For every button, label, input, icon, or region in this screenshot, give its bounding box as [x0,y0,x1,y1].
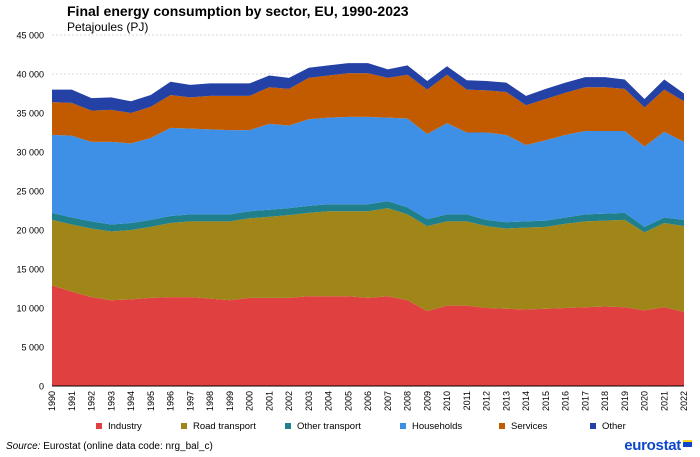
legend-label: Other [602,421,626,432]
x-tick-label: 1994 [126,391,136,411]
y-tick-label: 35 000 [16,109,44,119]
area-industry [52,285,684,386]
chart-subtitle: Petajoules (PJ) [67,20,149,34]
x-tick-label: 2020 [640,391,650,411]
x-tick-label: 1999 [225,391,235,411]
y-tick-label: 10 000 [16,304,44,314]
x-tick-label: 1996 [166,391,176,411]
eu-flag-icon [683,440,692,447]
x-tick-label: 2021 [659,391,669,411]
legend-label: Other transport [297,421,361,432]
source-label: Source: [6,441,41,452]
y-tick-label: 0 [39,382,44,392]
x-tick-label: 2006 [363,391,373,411]
x-tick-label: 2013 [501,391,511,411]
y-tick-label: 30 000 [16,148,44,158]
x-tick-label: 2012 [482,391,492,411]
area-road-transport [52,208,684,312]
x-tick-label: 2014 [521,391,531,411]
x-tick-label: 2005 [343,391,353,411]
legend-swatch [499,423,505,429]
legend-label: Households [412,421,462,432]
eurostat-logo: eurostat [624,437,692,454]
x-tick-label: 1991 [67,391,77,411]
area-services [52,73,684,147]
area-other-transport [52,201,684,233]
x-tick-label: 1997 [185,391,195,411]
logo-text: eurostat [624,437,681,454]
legend-label: Road transport [193,421,256,432]
legend-swatch [590,423,596,429]
legend-label: Services [511,421,548,432]
x-tick-label: 2019 [620,391,630,411]
x-tick-label: 2001 [264,391,274,411]
stacked-areas [52,63,684,386]
source-text: Eurostat (online data code: nrg_bal_c) [43,441,213,452]
x-tick-label: 2010 [442,391,452,411]
x-tick-label: 2000 [245,391,255,411]
x-tick-label: 2004 [324,391,334,411]
chart-title: Final energy consumption by sector, EU, … [67,3,409,19]
x-tick-label: 2008 [403,391,413,411]
legend-swatch [400,423,406,429]
x-tick-label: 1990 [47,391,57,411]
x-tick-label: 2002 [284,391,294,411]
y-tick-label: 5 000 [21,343,44,353]
area-other [52,63,684,113]
x-tick-label: 2018 [600,391,610,411]
x-tick-label: 2017 [580,391,590,411]
x-tick-label: 2007 [383,391,393,411]
legend-swatch [285,423,291,429]
x-tick-label: 1993 [106,391,116,411]
y-tick-label: 40 000 [16,70,44,80]
x-tick-label: 2015 [541,391,551,411]
x-tick-label: 2003 [304,391,314,411]
x-tick-label: 2011 [462,391,472,410]
legend-label: Industry [108,421,142,432]
x-tick-label: 2016 [561,391,571,411]
x-tick-label: 1992 [87,391,97,411]
y-tick-label: 15 000 [16,265,44,275]
legend-swatch [96,423,102,429]
y-tick-label: 20 000 [16,226,44,236]
x-tick-label: 1998 [205,391,215,411]
y-tick-label: 25 000 [16,187,44,197]
area-households [52,116,684,227]
x-tick-label: 1995 [146,391,156,411]
x-axis: 1990 1991 1992 1993 1994 1995 1996 1997 1998 1999… [47,385,689,411]
legend-swatch [181,423,187,429]
x-tick-label: 2009 [422,391,432,411]
y-tick-label: 45 000 [16,31,44,41]
legend: Industry Road transport Other transport Hou… [96,421,626,432]
y-axis: 0 5 000 10 000 15 000 20 000 25 000 30 000 35 0… [16,31,44,392]
x-tick-label: 2022 [679,391,689,411]
source-note: Source: Eurostat (online data code: nrg_… [6,441,213,452]
